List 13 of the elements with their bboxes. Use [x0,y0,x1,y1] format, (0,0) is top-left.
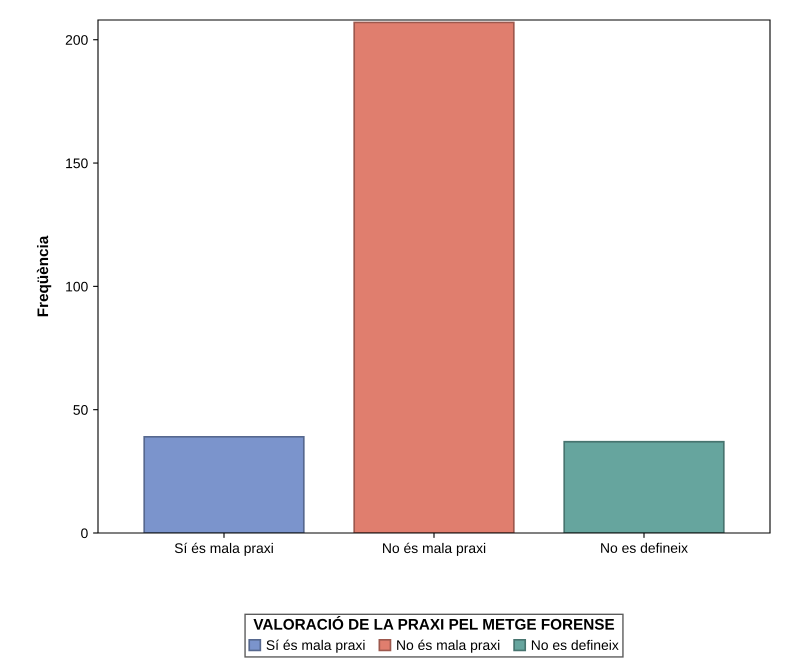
y-tick-label: 200 [66,35,88,45]
y-axis-title: Freqüència [36,236,52,316]
x-tick-label: No es defineix [601,542,688,553]
legend-label: No és mala praxi [397,640,500,653]
x-tick-label: No és mala praxi [383,542,486,556]
x-tick-label: Sí és mala praxi [174,542,273,556]
y-tick-label: 50 [73,405,88,415]
y-tick-label: 0 [81,528,88,538]
legend-title: VALORACIÓ DE LA PRAXI PEL METGE FORENSE [253,616,614,630]
y-tick-label: 100 [66,282,88,292]
legend-label: No es defineix [532,640,619,650]
legend-label: Sí és mala praxi [266,640,365,653]
y-tick-label: 150 [66,158,88,168]
